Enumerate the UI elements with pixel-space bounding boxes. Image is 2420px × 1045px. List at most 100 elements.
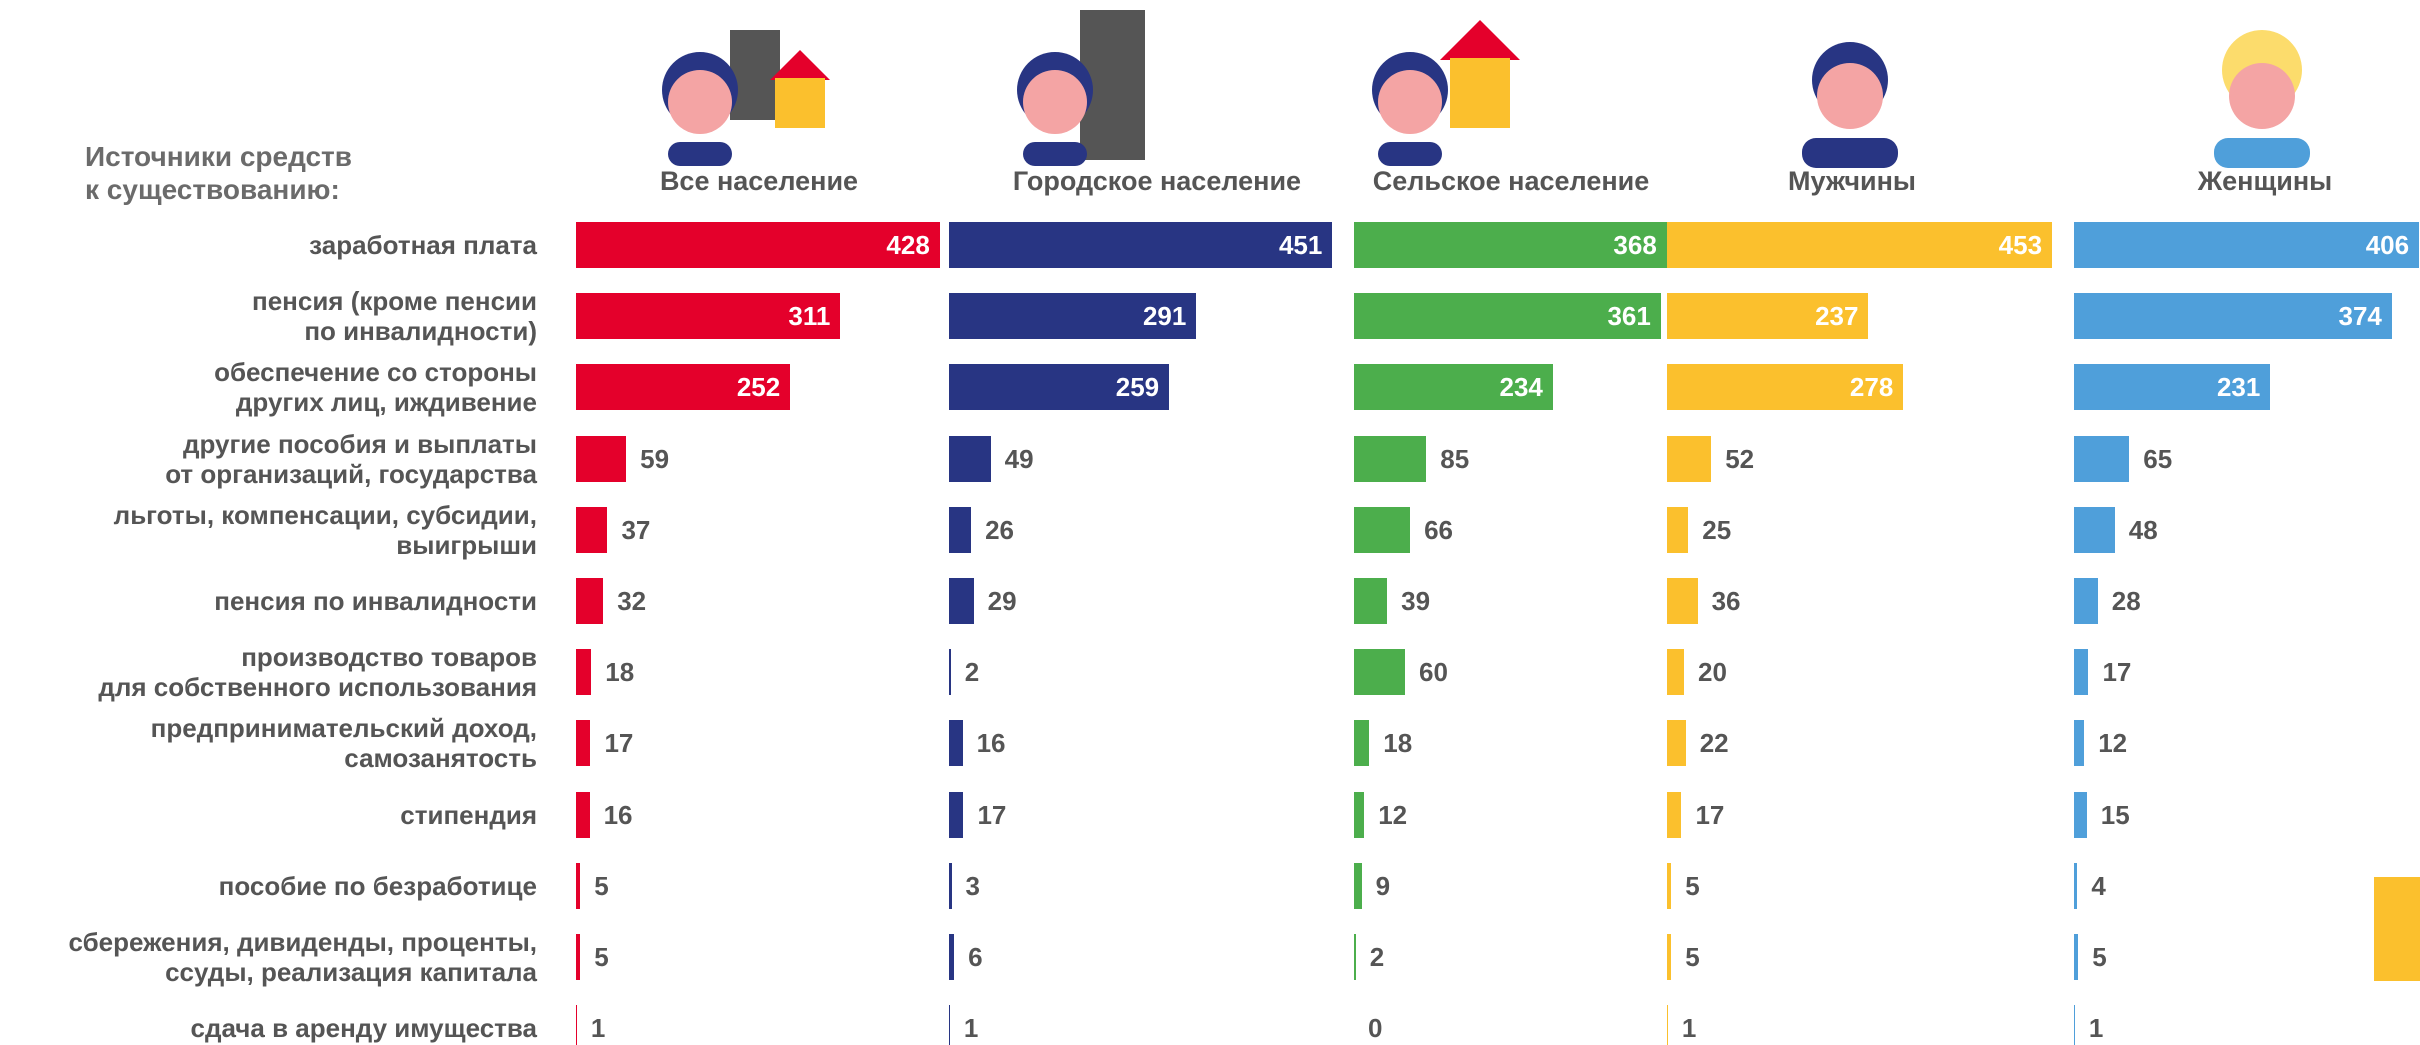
value-label: 374: [2338, 301, 2382, 332]
bar: [2074, 720, 2085, 767]
bar: [576, 720, 591, 767]
bar: [1354, 934, 1356, 980]
legend-label: Сельское население: [1372, 166, 1650, 196]
bar: [2074, 934, 2079, 980]
value-label: 25: [1702, 514, 1732, 545]
bar: [2074, 578, 2098, 624]
value-label: 37: [621, 514, 651, 545]
bar: [949, 364, 1170, 411]
legend-label: Мужчины: [1788, 166, 1916, 196]
value-label: 5: [1685, 870, 1700, 901]
value-label: 5: [2092, 942, 2107, 972]
value-label: 48: [2128, 514, 2158, 545]
bar: [2074, 649, 2089, 696]
bar: [576, 506, 608, 553]
value-label: 36: [1711, 586, 1741, 616]
bar: [576, 578, 604, 624]
value-label: 2: [964, 657, 980, 688]
value-label: 1: [2088, 1013, 2104, 1044]
bar: [576, 1005, 577, 1045]
value-label: 361: [1607, 301, 1651, 332]
bar: [2074, 862, 2078, 909]
bar: [576, 364, 791, 411]
value-label: 17: [977, 799, 1007, 830]
bar: [1667, 1005, 1668, 1045]
bar: [2074, 364, 2271, 411]
category-label: стипендия: [400, 799, 537, 830]
value-label: 85: [1440, 443, 1470, 474]
bar: [949, 649, 951, 696]
bar: [1354, 435, 1427, 482]
value-label: 6: [968, 942, 983, 972]
bar: [576, 222, 940, 268]
legend-label: Все население: [659, 166, 859, 196]
bar: [949, 578, 974, 624]
value-label: 65: [2143, 443, 2173, 474]
value-label: 237: [1815, 301, 1859, 332]
icon-men: [1802, 42, 1898, 168]
legend-label: Городское население: [1012, 166, 1302, 196]
bar: [2074, 791, 2087, 838]
icon-rural: [1372, 20, 1520, 166]
value-label: 259: [1115, 372, 1160, 403]
bar: [576, 435, 627, 482]
value-label: 29: [987, 586, 1017, 616]
bar: [949, 293, 1197, 340]
value-label: 5: [1685, 942, 1700, 972]
value-label: 18: [1383, 728, 1413, 759]
bar: [949, 720, 963, 767]
bar: [576, 293, 841, 340]
category-label: сбережения, дивиденды, проценты, ссуды, …: [68, 927, 537, 987]
next-button[interactable]: [2374, 877, 2420, 981]
value-label: 17: [604, 728, 634, 759]
value-label: 28: [2111, 586, 2141, 616]
value-label: 49: [1004, 443, 1034, 474]
value-label: 234: [1499, 372, 1543, 403]
value-label: 16: [603, 799, 633, 830]
value-label: 17: [2102, 657, 2132, 688]
category-label: производство товаров для собственного ис…: [98, 642, 537, 703]
bar: [576, 934, 581, 980]
value-label: 39: [1401, 586, 1431, 616]
value-label: 1: [963, 1013, 979, 1044]
bar: [1667, 720, 1686, 767]
bar: [1354, 649, 1405, 696]
value-label: 368: [1613, 230, 1657, 260]
value-label: 26: [985, 514, 1015, 545]
bar: [1667, 506, 1689, 553]
bar: [1354, 506, 1411, 553]
value-label: 1: [590, 1013, 606, 1044]
bar: [949, 506, 972, 553]
value-label: 278: [1849, 372, 1894, 403]
value-label: 231: [2216, 372, 2261, 403]
category-label: пенсия по инвалидности: [214, 586, 537, 616]
category-label: пособие по безработице: [218, 870, 537, 901]
bar: [949, 934, 955, 980]
value-label: 22: [1699, 728, 1729, 759]
bar: [1667, 934, 1672, 980]
value-label: 406: [2365, 230, 2410, 260]
value-label: 16: [976, 728, 1006, 759]
value-label: 32: [617, 586, 647, 616]
value-label: 451: [1278, 230, 1323, 260]
bar: [1667, 578, 1698, 624]
bar: [949, 1005, 950, 1045]
header-title: Источники средств к существованию:: [85, 141, 352, 205]
value-label: 453: [1998, 230, 2043, 260]
bar: [1667, 862, 1672, 909]
bar: [1354, 578, 1388, 624]
value-label: 12: [1378, 799, 1408, 830]
bar: [949, 862, 952, 909]
bar: [2074, 222, 2420, 268]
value-label: 0: [1368, 1013, 1383, 1044]
value-label: 20: [1698, 657, 1727, 688]
value-label: 9: [1375, 870, 1391, 901]
bar: [1667, 791, 1682, 838]
category-label: заработная плата: [309, 230, 537, 260]
bar: [2074, 1005, 2075, 1045]
value-label: 2: [1369, 942, 1385, 972]
value-label: 1: [1681, 1013, 1697, 1044]
bar: [2074, 506, 2115, 553]
value-label: 311: [788, 301, 831, 332]
